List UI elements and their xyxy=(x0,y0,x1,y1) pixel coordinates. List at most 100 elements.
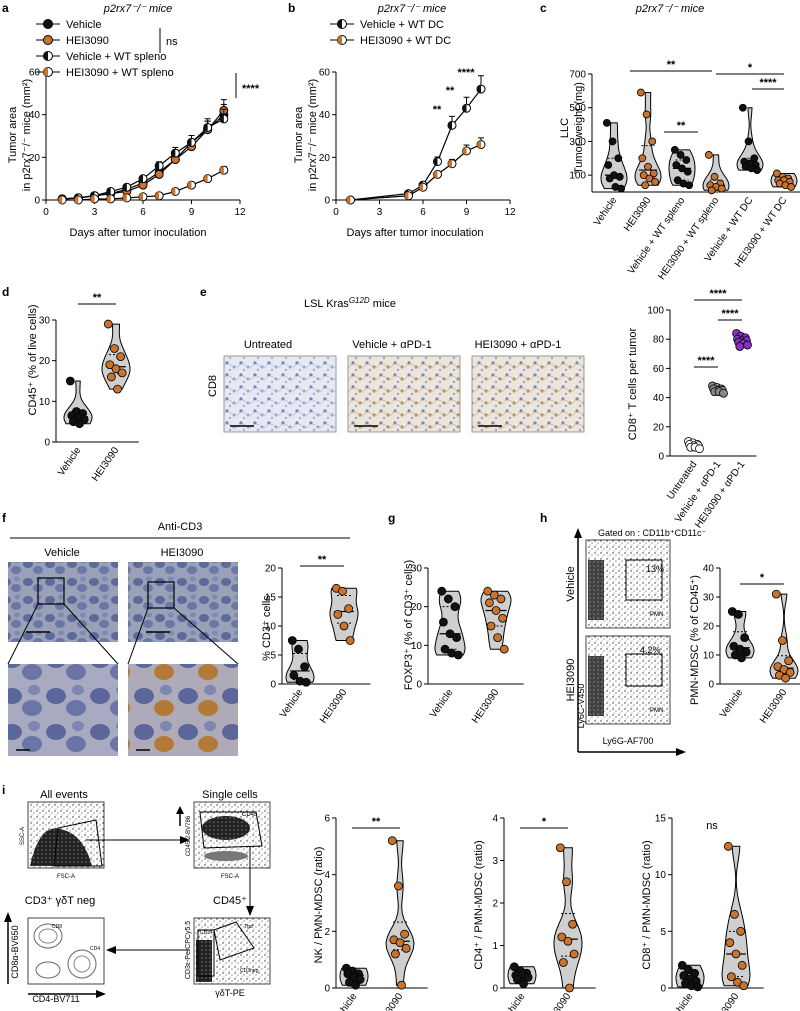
panel-i-p2-x: FSC-A xyxy=(221,874,239,880)
panel-a-y-tick-label: 40 xyxy=(29,110,41,121)
panel-label-e: e xyxy=(200,285,207,299)
panel-h-gate-hei3090: PMN xyxy=(650,708,663,714)
panel-c-point xyxy=(638,154,647,163)
panel-i3-point xyxy=(726,972,736,982)
panel-e-ylabel: CD8⁺ T cells per tumor xyxy=(627,327,639,440)
panel-d-y-tick-label: 10 xyxy=(39,397,51,408)
panel-i3-point xyxy=(725,938,735,948)
panel-a-sig-ns: ns xyxy=(166,36,178,48)
panel-g-y-tick-label: 20 xyxy=(411,602,423,613)
panel-label-a: a xyxy=(2,1,9,15)
panel-e-sig-label: **** xyxy=(697,355,715,367)
panel-i3-point xyxy=(737,960,747,970)
panel-f-zoom-hei3090 xyxy=(128,664,238,756)
panel-f-y-tick-label: 5 xyxy=(270,651,276,662)
legend-marker-half xyxy=(43,67,48,77)
panel-i: i All events FSC-A SSC-A Single cells CD… xyxy=(2,783,764,1011)
panel-h-xaxis: Ly6G-AF700 xyxy=(603,736,654,746)
panel-g-point xyxy=(493,633,503,642)
panel-label-b: b xyxy=(288,1,295,15)
panel-b-y-tick-label: 0 xyxy=(324,196,330,207)
panel-c-sig-label: ** xyxy=(677,120,686,132)
panel-b-point-half xyxy=(433,157,438,166)
panel-f-point xyxy=(301,677,311,687)
panel-a-point-half xyxy=(171,149,176,158)
panel-i1-point xyxy=(394,881,403,891)
panel-c-point xyxy=(704,151,713,159)
panel-b-point-half xyxy=(433,170,438,179)
panel-a-y-tick-label: 20 xyxy=(29,153,41,164)
panel-b-point-half xyxy=(462,146,467,155)
panel-i2-sig-label: * xyxy=(542,816,547,828)
panel-h-ylabel: PMN-MDSC (% of CD45⁺) xyxy=(689,575,701,705)
panel-f-image-label-0: Vehicle xyxy=(44,547,79,559)
panel-b-ylabel-line1: Tumor area xyxy=(293,106,305,163)
panel-i3-category-label-1: HEI3090 xyxy=(710,991,742,1011)
panel-d-point xyxy=(106,372,116,382)
panel-e-title-prefix: LSL KrasG12D mice xyxy=(304,296,396,310)
panel-i3-point xyxy=(723,841,733,851)
panel-i2-point xyxy=(558,958,568,967)
panel-d-point xyxy=(105,360,115,370)
panel-h-category-label-1: HEI3090 xyxy=(758,687,790,726)
panel-h-category-label-0: Vehicle xyxy=(718,687,746,720)
panel-g: g FOXP3⁺ (% of CD3⁺ cells) 0 10 20 30 Vehicl… xyxy=(388,511,524,726)
panel-i3-y-tick-label: 5 xyxy=(660,927,666,938)
panel-c-point xyxy=(673,176,682,185)
panel-i-p4-x: CD4-BV711 xyxy=(32,994,79,1004)
panel-i-p3-title: CD45⁺ xyxy=(213,895,247,907)
panel-a: a p2rx7⁻/⁻ mice 0 20 40 60 0 3 6 9 12 Days after… xyxy=(2,1,260,239)
panel-e-micrograph-vehicle-apd1 xyxy=(347,355,461,433)
panel-i3-y-tick-label: 15 xyxy=(655,814,667,825)
panel-a-point-half xyxy=(203,123,208,132)
panel-c-point xyxy=(707,186,716,195)
panel-a-point-half xyxy=(74,196,79,204)
panel-i1-point xyxy=(395,938,405,948)
panel-a-xlabel: Days after tumor inoculation xyxy=(70,227,207,239)
panel-h-row-vehicle: Vehicle xyxy=(565,566,577,601)
panel-g-point xyxy=(483,586,493,596)
panel-h-point xyxy=(785,668,795,677)
panel-h-point xyxy=(784,656,794,666)
panel-g-point xyxy=(452,633,462,642)
panel-i1-point xyxy=(390,949,400,959)
panel-a-point-half xyxy=(171,187,176,196)
panel-f-point xyxy=(287,636,297,645)
panel-g-point xyxy=(445,629,455,639)
panel-b-x-tick-label: 3 xyxy=(377,207,383,218)
panel-h-y-tick-label: 30 xyxy=(703,593,715,604)
legend-marker-half xyxy=(337,35,342,45)
panel-i-violin3-ylabel: CD8⁺ / PMN-MDSC (ratio) xyxy=(641,840,653,969)
panel-b-point-half xyxy=(346,196,351,204)
panel-i3-point xyxy=(731,949,741,959)
panel-h-gate-vehicle: PMN xyxy=(650,612,663,618)
panel-f-sig-label: ** xyxy=(318,554,327,566)
panel-label-i: i xyxy=(2,783,5,797)
panel-c-point xyxy=(614,154,623,163)
panel-d-category-label-0: Vehicle xyxy=(56,445,84,478)
panel-i2-point xyxy=(519,979,528,989)
panel-g-point xyxy=(484,598,494,608)
panel-e-title: LSL Kras xyxy=(304,298,349,310)
panel-c-ylabel-line1: LLC xyxy=(559,118,571,138)
panel-i1-point xyxy=(401,943,411,953)
panel-c-y-tick-label: 700 xyxy=(569,70,586,81)
panel-i1-point xyxy=(397,980,406,990)
panel-g-y-tick-label: 0 xyxy=(416,680,422,691)
panel-e-point xyxy=(719,388,728,398)
panel-e-title-end: mice xyxy=(370,298,396,310)
panel-g-y-tick-label: 30 xyxy=(411,564,423,575)
panel-i3-point xyxy=(677,960,687,970)
panel-b-y-tick-label: 20 xyxy=(319,153,331,164)
panel-label-d: d xyxy=(2,285,9,299)
panel-d-sig-label: ** xyxy=(93,292,102,304)
panel-f-micrograph-hei3090 xyxy=(128,562,238,642)
panel-c-point xyxy=(636,88,645,97)
panel-c-point xyxy=(678,164,686,173)
panel-a-point-half xyxy=(203,174,208,183)
panel-c-point xyxy=(644,162,652,171)
panel-b-point-half xyxy=(477,140,481,149)
panel-g-point xyxy=(450,602,460,612)
panel-c: c p2rx7⁻/⁻ mice LLC Tumor weight (mg) 10… xyxy=(540,1,800,282)
